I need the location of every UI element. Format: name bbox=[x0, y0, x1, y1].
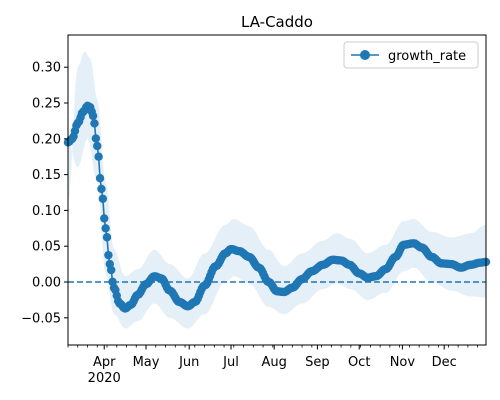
x-tick-label: Nov bbox=[390, 355, 416, 370]
growth-rate-point bbox=[88, 111, 98, 121]
y-tick-label: 0.00 bbox=[32, 275, 61, 290]
confidence-band bbox=[68, 51, 486, 329]
growth-rate-point bbox=[97, 184, 106, 194]
plot-area bbox=[63, 51, 491, 329]
confidence-band-layer bbox=[68, 51, 486, 329]
y-tick-label: −0.05 bbox=[21, 311, 61, 326]
x-tick-label: Aug bbox=[262, 355, 287, 370]
y-tick-label: 0.10 bbox=[32, 204, 61, 219]
growth-rate-point bbox=[98, 194, 108, 203]
x-tick-label: Oct bbox=[348, 355, 370, 370]
growth-rate-point bbox=[100, 214, 109, 223]
x-tick-label: May bbox=[133, 355, 160, 370]
legend-label-growth-rate: growth_rate bbox=[388, 49, 466, 64]
y-tick-label: 0.20 bbox=[32, 132, 61, 147]
y-axis: −0.05 0.00 0.05 0.10 0.15 0.20 0.25 0.30 bbox=[21, 61, 68, 326]
x-tick-label: Jun bbox=[178, 355, 199, 370]
legend: growth_rate bbox=[343, 41, 479, 69]
growth-rate-point bbox=[91, 134, 101, 143]
legend-box bbox=[343, 41, 479, 69]
growth-rate-point bbox=[104, 250, 113, 260]
growth-rate-point bbox=[93, 141, 102, 151]
growth-rate-point bbox=[101, 224, 110, 233]
y-tick-label: 0.30 bbox=[32, 61, 61, 76]
growth-rate-point bbox=[94, 152, 103, 161]
growth-rate-point bbox=[95, 173, 105, 183]
y-tick-label: 0.15 bbox=[32, 168, 61, 183]
y-tick-label: 0.25 bbox=[32, 97, 61, 112]
x-tick-label: Sep bbox=[305, 355, 330, 370]
x-tick-sublabel: 2020 bbox=[88, 371, 121, 386]
series-marker-layer bbox=[63, 101, 491, 313]
chart-title: LA-Caddo bbox=[241, 13, 313, 31]
y-tick-label: 0.05 bbox=[32, 240, 61, 255]
legend-marker-swatch bbox=[360, 50, 370, 60]
axes-frame bbox=[67, 34, 487, 346]
growth-rate-point bbox=[106, 265, 116, 275]
growth-rate-point bbox=[90, 119, 99, 128]
x-tick-label: Jul bbox=[222, 355, 239, 370]
x-tick-label: Dec bbox=[432, 355, 457, 370]
x-tick-label: Apr bbox=[93, 355, 116, 370]
growth-rate-point bbox=[102, 233, 112, 242]
